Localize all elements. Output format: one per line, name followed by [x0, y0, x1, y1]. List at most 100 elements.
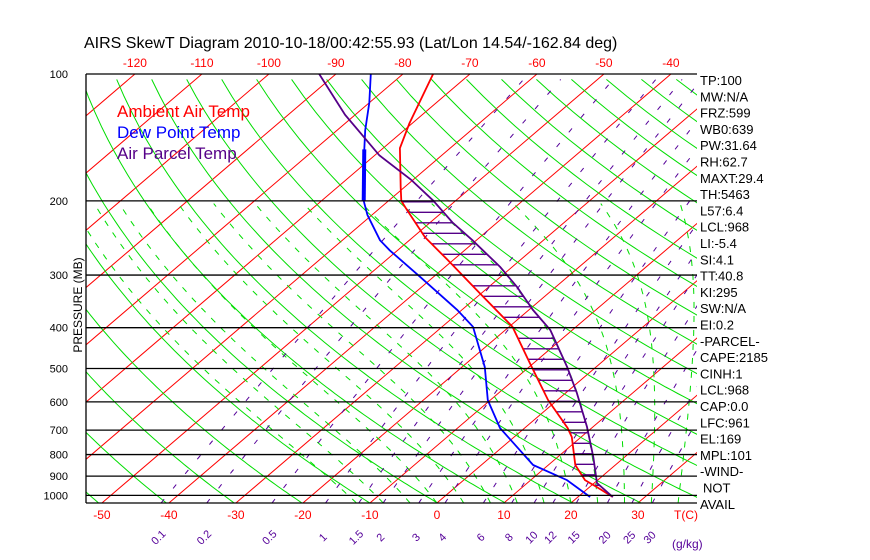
- pressure-tick-label: 900: [50, 471, 68, 483]
- mixing-ratio-tick-label: 0.5: [260, 528, 279, 547]
- dry-adiabat-line: [851, 79, 870, 503]
- isotherm-line: [503, 337, 697, 503]
- mixing-ratio-tick-label: 10: [523, 529, 540, 546]
- top-temp-tick-label: -120: [123, 56, 147, 70]
- y-axis-title: PRESSURE (MB): [71, 257, 85, 352]
- sounding-index: MPL:101: [700, 448, 752, 463]
- moist-adiabat-line: [600, 203, 656, 503]
- sounding-index: SW:N/A: [700, 301, 746, 316]
- dry-adiabat-line: [86, 431, 167, 503]
- bottom-temp-tick-label: -40: [160, 508, 178, 522]
- isotherm-line: [86, 74, 136, 117]
- moist-adiabat-line: [93, 203, 384, 503]
- bottom-temp-tick-label: 30: [631, 508, 645, 522]
- mixing-ratio-tick-label: 1: [317, 531, 330, 544]
- sounding-index: WB0:639: [700, 122, 753, 137]
- sounding-index: KI:295: [700, 285, 738, 300]
- pressure-tick-label: 300: [50, 270, 68, 282]
- top-temp-tick-label: -60: [528, 56, 546, 70]
- sounding-index: LFC:961: [700, 415, 750, 430]
- mixing-ratio-line: [271, 79, 614, 503]
- pressure-tick-label: 100: [50, 69, 68, 81]
- mixing-ratio-line: [418, 120, 697, 503]
- sounding-index: CAPE:2185: [700, 350, 768, 365]
- pressure-tick-label: 600: [50, 397, 68, 409]
- isotherm-line: [86, 74, 404, 346]
- dry-adiabat-line: [291, 79, 697, 405]
- mixing-ratio-tick-label: 15: [566, 529, 583, 546]
- dewpoint-series-segment: [361, 149, 367, 201]
- moist-adiabat-line: [361, 203, 572, 503]
- top-temp-tick-label: -80: [394, 56, 412, 70]
- chart-title: AIRS SkewT Diagram 2010-10-18/00:42:55.9…: [84, 35, 617, 52]
- moist-adiabat-line: [146, 203, 438, 503]
- mixing-ratio-tick-label: 20: [597, 529, 614, 546]
- bottom-temp-tick-label: -10: [361, 508, 379, 522]
- dry-adiabat-line: [151, 79, 642, 503]
- mixing-ratio-tick-label: 30: [642, 529, 659, 546]
- legend: Ambient Air Temp Dew Point Temp Air Parcel…: [117, 102, 250, 163]
- dry-adiabat-line: [361, 79, 697, 345]
- isotherm-line: [0, 74, 68, 503]
- profile-series: [318, 74, 614, 498]
- dry-adiabat-line: [186, 79, 697, 498]
- top-temp-tick-label: -50: [595, 56, 613, 70]
- isotherm-line: [86, 74, 203, 174]
- legend-entry: Ambient Air Temp: [117, 102, 250, 121]
- sounding-index: LCL:968: [700, 383, 749, 398]
- mixing-ratio-line: [533, 250, 697, 503]
- sounding-index: TP:100: [700, 73, 742, 88]
- dry-adiabat-line: [781, 79, 870, 503]
- dry-adiabat-line: [396, 79, 697, 316]
- sounding-index: TH:5463: [700, 187, 750, 202]
- mixing-ratio-tick-label: 1.5: [347, 528, 366, 547]
- dry-adiabat-line: [431, 79, 697, 288]
- mixing-ratio-tick-label: 0.2: [195, 528, 214, 547]
- pressure-tick-label: 400: [50, 323, 68, 335]
- isotherm-line: [235, 108, 697, 503]
- sounding-index: L57:6.4: [700, 203, 743, 218]
- isotherm-line: [86, 74, 270, 231]
- isotherm-line: [86, 74, 337, 289]
- moist-adiabat-line: [118, 203, 411, 503]
- plot-frame: [85, 73, 697, 504]
- mixing-ratio-line: [206, 79, 562, 503]
- temp-unit-label: T(C): [674, 508, 698, 522]
- sounding-index: -PARCEL-: [700, 334, 760, 349]
- mixing-ratio-tick-label: 8: [503, 531, 516, 544]
- mixing-ratio-line: [325, 79, 657, 503]
- dry-adiabat-line: [86, 308, 303, 503]
- mixing-ratio-line: [358, 79, 683, 503]
- moist-adiabat-line: [213, 203, 491, 503]
- dry-adiabat-line: [816, 79, 870, 503]
- ambient-series-line: [398, 74, 614, 498]
- isotherm-line: [0, 74, 1, 503]
- dry-adiabat-line: [746, 79, 870, 503]
- mixing-ratio-tick-label: 2: [374, 531, 387, 544]
- mixing-ratio-tick-label: 12: [542, 529, 559, 546]
- isotherm-line: [302, 165, 697, 503]
- bottom-temp-tick-label: -20: [294, 508, 312, 522]
- isotherm-line: [101, 74, 605, 503]
- mixing-ratio-unit-label: (g/kg): [672, 537, 703, 551]
- dry-adiabat-line: [116, 79, 574, 503]
- isotherm-line: [86, 74, 471, 403]
- top-temp-tick-label: -100: [257, 56, 281, 70]
- mixing-ratio-tick-label: 0.1: [149, 528, 168, 547]
- mixing-ratio-line: [511, 222, 697, 503]
- sounding-index: AVAIL: [700, 497, 735, 512]
- bottom-temp-tick-label: 0: [434, 508, 441, 522]
- dry-adiabat-line: [326, 79, 697, 375]
- sounding-index: SI:4.1: [700, 252, 734, 267]
- pressure-tick-label: 800: [50, 450, 68, 462]
- mixing-ratio-tick-label: 4: [436, 531, 449, 544]
- dewpoint-series-line: [362, 74, 591, 498]
- sounding-index: EL:169: [700, 432, 741, 447]
- sounding-index: CINH:1: [700, 366, 743, 381]
- top-temp-tick-label: -40: [662, 56, 680, 70]
- dry-adiabat-line: [86, 89, 506, 503]
- sounding-index: RH:62.7: [700, 155, 748, 170]
- moist-adiabat-line: [431, 203, 599, 503]
- bottom-temp-tick-label: -30: [227, 508, 245, 522]
